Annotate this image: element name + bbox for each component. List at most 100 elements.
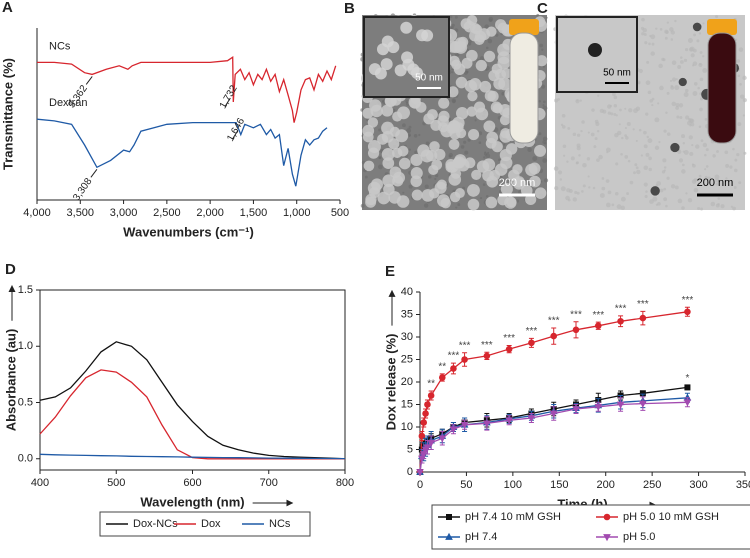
texture: [685, 88, 689, 93]
texture: [483, 156, 486, 159]
texture: [561, 113, 566, 118]
texture: [733, 186, 737, 189]
texture: [605, 179, 610, 183]
significance-label: ***: [448, 351, 460, 362]
particle: [417, 144, 430, 157]
marker: [427, 439, 435, 448]
texture: [663, 197, 668, 202]
texture: [557, 170, 563, 175]
texture: [685, 192, 688, 195]
marker: [594, 403, 603, 412]
texture: [425, 141, 430, 146]
texture: [736, 152, 740, 157]
texture: [487, 38, 493, 44]
texture: [698, 32, 702, 35]
texture: [560, 123, 564, 127]
marker: [449, 426, 458, 434]
significance-label: ***: [637, 299, 649, 310]
texture: [651, 42, 655, 46]
texture: [691, 144, 694, 147]
texture: [657, 102, 660, 105]
texture: [596, 129, 600, 133]
y-axis-label: Transmittance (%): [0, 58, 15, 170]
texture: [704, 175, 708, 179]
particle: [493, 77, 506, 90]
texture: [563, 154, 566, 157]
inset-particle: [368, 63, 381, 76]
x-axis-label: Wavenumbers (cm⁻¹): [123, 224, 254, 239]
texture: [450, 26, 453, 30]
texture: [682, 150, 685, 153]
texture: [702, 55, 705, 58]
texture: [715, 15, 719, 19]
texture: [408, 134, 411, 138]
marker: [639, 314, 647, 322]
texture: [448, 152, 453, 158]
texture: [641, 17, 645, 22]
panel-label: A: [2, 0, 13, 16]
texture: [636, 169, 641, 175]
annotation-leader: [232, 130, 239, 139]
texture: [659, 28, 663, 31]
texture: [704, 153, 707, 157]
texture: [424, 184, 429, 189]
texture: [454, 15, 458, 19]
particle: [467, 91, 478, 102]
series-line: [39, 341, 346, 460]
texture: [538, 99, 541, 103]
texture: [643, 144, 648, 149]
legend-label: pH 7.4 10 mM GSH: [465, 511, 561, 523]
texture: [661, 170, 666, 174]
texture: [699, 77, 704, 82]
texture: [538, 132, 542, 136]
texture: [733, 168, 738, 173]
marker: [549, 410, 558, 418]
particle: [410, 153, 423, 167]
tube: [509, 32, 539, 144]
texture: [402, 123, 406, 128]
texture: [615, 162, 619, 166]
texture: [618, 123, 621, 126]
texture: [485, 194, 489, 198]
texture: [624, 107, 627, 110]
texture: [739, 83, 742, 86]
texture: [423, 203, 429, 208]
particle: [389, 166, 402, 179]
texture: [418, 133, 421, 137]
texture: [684, 48, 689, 52]
marker: [450, 365, 457, 372]
significance-label: **: [438, 362, 446, 373]
texture: [675, 106, 679, 110]
y-tick-label: 0.5: [18, 396, 33, 408]
legend-label: Dox-NCs: [133, 518, 178, 530]
particle: [368, 187, 380, 199]
texture: [515, 199, 520, 203]
texture: [661, 57, 665, 61]
annotation: 3,308: [71, 176, 95, 203]
texture: [720, 204, 725, 209]
texture: [503, 143, 506, 146]
annotation: 1,732: [218, 83, 240, 111]
texture: [685, 115, 690, 120]
texture: [635, 139, 638, 142]
texture: [739, 94, 745, 99]
texture: [648, 167, 652, 172]
texture: [610, 112, 614, 116]
texture: [554, 98, 559, 103]
texture: [644, 41, 648, 45]
x-tick-label: 50: [460, 479, 472, 491]
texture: [681, 206, 685, 210]
texture: [715, 203, 720, 208]
particle: [437, 194, 450, 208]
texture: [378, 128, 382, 132]
significance-label: ***: [615, 303, 627, 314]
tube-cap: [707, 19, 737, 35]
texture: [586, 157, 591, 161]
y-tick-label: 40: [401, 286, 413, 298]
texture: [687, 38, 693, 43]
texture: [627, 159, 631, 163]
texture: [693, 33, 697, 37]
texture: [737, 74, 741, 78]
y-tick-label: 1.5: [18, 284, 33, 296]
texture: [542, 104, 545, 107]
